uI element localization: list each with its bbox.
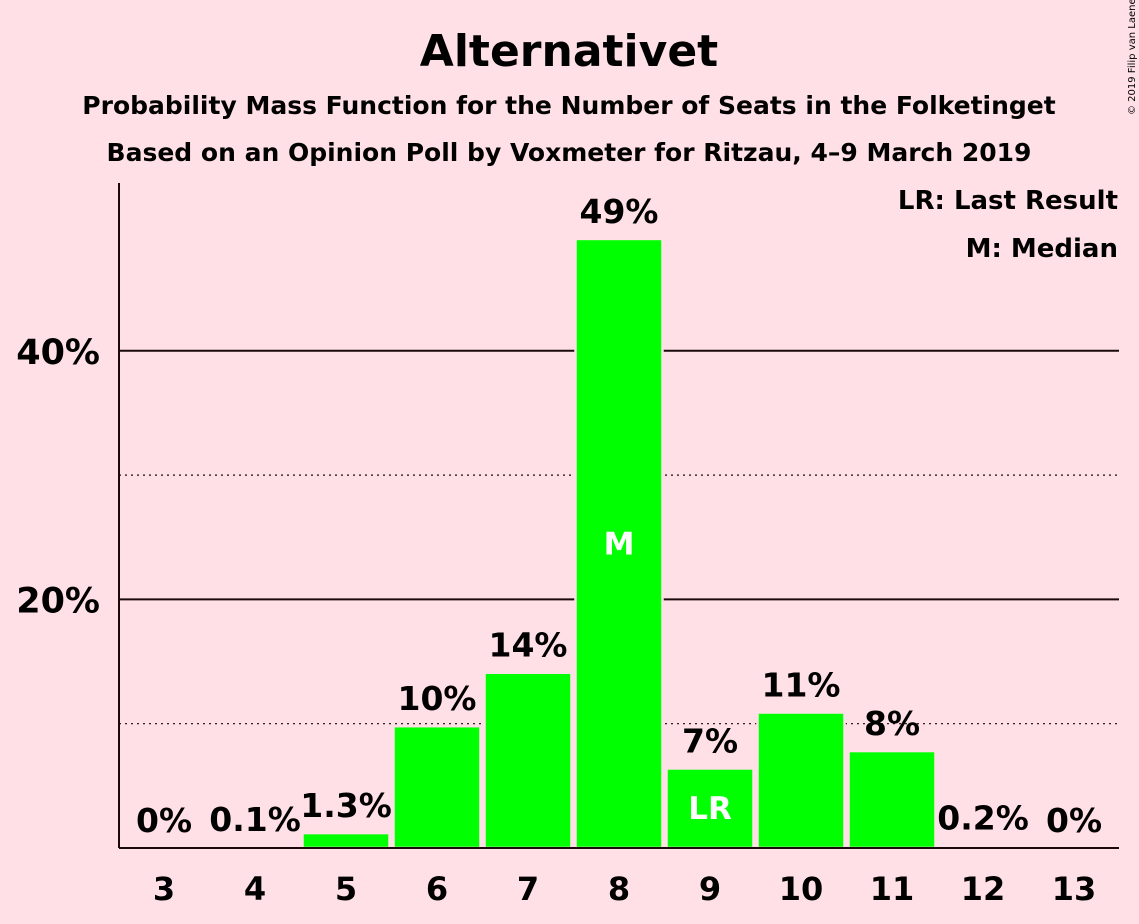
data-label-5: 1.3% [300,786,392,825]
bar-10 [756,711,846,850]
x-tick-label-10: 10 [779,870,824,908]
legend-last-result: LR: Last Result [898,186,1118,216]
y-axis-ticks: 20% 40% [16,333,100,622]
data-labels: 0% 0.1% 1.3% 10% 14% 49% 7% 11% 8% 0.2% 0% [136,192,1102,840]
copyright-credit: © 2019 Filip van Laenen [1127,0,1138,115]
bars [210,237,1028,850]
data-label-3: 0% [136,801,192,840]
x-tick-label-6: 6 [426,870,448,908]
data-label-10: 11% [762,666,841,705]
y-tick-label: 20% [16,581,100,621]
data-label-9: 7% [682,721,738,760]
x-tick-label-5: 5 [335,870,357,908]
x-tick-label-7: 7 [517,870,539,908]
data-label-11: 8% [864,704,920,743]
x-tick-label-8: 8 [608,870,630,908]
y-tick-label: 40% [16,333,100,373]
bar-markers: M LR [604,526,732,827]
x-tick-label-12: 12 [961,870,1006,908]
data-label-6: 10% [398,679,477,718]
data-label-8: 49% [580,192,659,231]
x-tick-label-9: 9 [699,870,721,908]
x-tick-label-3: 3 [153,870,175,908]
median-marker: M [604,526,635,562]
data-label-12: 0.2% [937,799,1029,838]
chart-subtitle-poll: Based on an Opinion Poll by Voxmeter for… [107,138,1032,167]
bar-11 [847,749,937,850]
bar-5 [301,831,391,850]
bar-7 [483,671,573,850]
x-axis-ticks: 3 4 5 6 7 8 9 10 11 12 13 [153,870,1096,908]
chart-subtitle: Probability Mass Function for the Number… [82,91,1055,120]
x-tick-label-13: 13 [1052,870,1097,908]
last-result-marker: LR [688,791,732,827]
data-label-7: 14% [489,626,568,665]
data-label-13: 0% [1046,801,1102,840]
data-label-4: 0.1% [209,800,301,839]
legend-median: M: Median [966,234,1118,264]
x-tick-label-11: 11 [870,870,915,908]
bar-6 [392,724,482,850]
chart-title: Alternativet [420,26,718,77]
x-tick-label-4: 4 [244,870,266,908]
